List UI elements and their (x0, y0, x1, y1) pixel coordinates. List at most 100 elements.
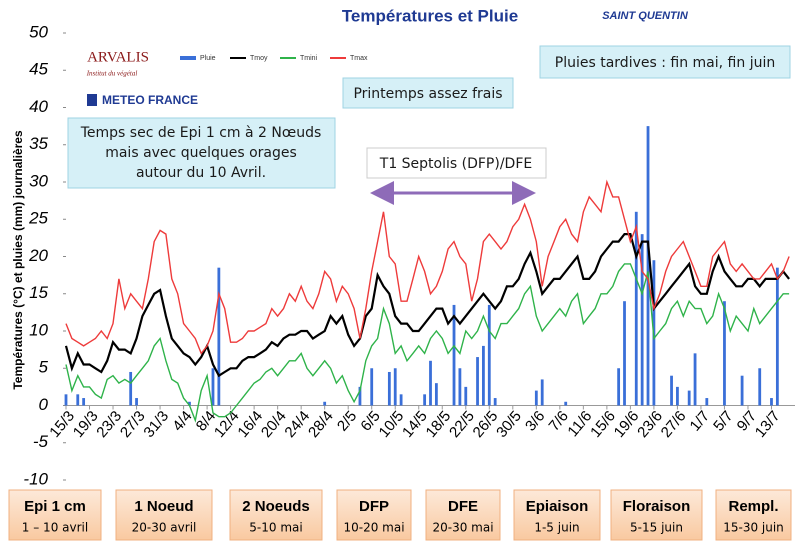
x-tick-label: 13/7 (752, 408, 784, 441)
bar (370, 368, 374, 406)
annotation: Printemps assez frais (353, 86, 502, 102)
stage-name: DFE (448, 498, 478, 515)
stage-box (513, 489, 601, 541)
x-tick-label: 3/6 (522, 408, 548, 435)
x-tick-label: 11/6 (564, 408, 595, 440)
stage-period: 20-30 avril (132, 521, 197, 535)
annotation: Temps sec de Epi 1 cm à 2 Nœuds (80, 125, 322, 141)
annotation-box (342, 77, 514, 109)
stage-period: 5-15 juin (630, 521, 683, 535)
x-tick-label: 31/3 (140, 408, 172, 441)
x-tick-label: 2/5 (334, 408, 360, 435)
bar (429, 360, 432, 406)
x-tick-label: 16/4 (234, 408, 266, 441)
y-tick-label: 45 (29, 60, 48, 79)
stage-name: DFP (359, 498, 389, 515)
bar (76, 394, 80, 406)
y-axis-title: Températures (°C) et pluies (mm) journal… (11, 130, 25, 390)
stage-name: Epi 1 cm (24, 498, 86, 515)
stage-name: 2 Noeuds (242, 498, 310, 515)
bar (464, 386, 468, 406)
stage-period: 20-30 mai (432, 521, 493, 535)
y-tick-label: 25 (28, 209, 48, 228)
bar (705, 398, 709, 406)
annotation: Pluies tardives : fin mai, fin juin (555, 55, 775, 71)
x-tick-label: 26/5 (470, 408, 502, 441)
y-tick-label: 30 (29, 171, 48, 190)
annotation: T1 Septolis (DFP)/DFE (379, 156, 532, 172)
stage-period: 1-5 juin (534, 521, 579, 535)
x-tick-label: 30/5 (493, 408, 525, 441)
line (64, 233, 790, 378)
y-tick-label: 0 (39, 395, 49, 414)
x-tick-label: 15/3 (46, 408, 78, 441)
x-tick-label: 19/3 (70, 408, 102, 441)
x-tick-label: 1/7 (687, 408, 713, 435)
bar (188, 401, 191, 406)
x-tick-label: 24/4 (281, 408, 313, 441)
stage-period: 10-20 mai (343, 521, 404, 535)
bar (323, 401, 327, 406)
bar (670, 375, 673, 406)
x-tick-label: 15/6 (587, 408, 619, 441)
stage-name: Rempl. (728, 498, 778, 515)
bar (693, 353, 697, 406)
x-tick-label: 18/5 (423, 408, 455, 441)
bar (487, 304, 491, 406)
y-tick-label: 50 (29, 22, 48, 41)
x-tick-label: 23/3 (93, 408, 125, 441)
stage-name: Floraison (623, 498, 691, 515)
y-tick-label: 5 (39, 358, 49, 377)
bar (458, 368, 462, 406)
stage-box (115, 489, 213, 541)
line (65, 179, 790, 355)
y-tick-label: 40 (29, 97, 48, 116)
bar (393, 368, 397, 406)
stage-box (425, 489, 501, 541)
legend-label: Pluie (200, 55, 216, 62)
bar (64, 394, 68, 406)
y-tick-label: 15 (29, 283, 48, 302)
bar (540, 379, 544, 406)
bar (640, 234, 644, 406)
y-tick-label: 20 (28, 246, 48, 265)
annotation: mais avec quelques orages (105, 145, 297, 161)
x-tick-label: 23/6 (634, 408, 666, 441)
bar (399, 394, 403, 406)
bar (387, 371, 391, 406)
bar (423, 394, 427, 406)
bar (534, 390, 538, 406)
bar (476, 357, 479, 406)
bar (623, 301, 626, 406)
line (65, 263, 790, 423)
bar (775, 267, 779, 406)
annotation-box (67, 117, 336, 189)
chart-subtitle: SAINT QUENTIN (602, 10, 689, 22)
bar (493, 398, 497, 406)
stage-period: 1 – 10 avril (22, 521, 88, 535)
bar (217, 267, 221, 406)
bar (646, 126, 650, 406)
bar (434, 383, 438, 406)
annotation-box (366, 147, 547, 179)
annotation: autour du 10 Avril. (136, 165, 266, 181)
x-tick-label: 19/6 (611, 408, 643, 441)
legend-label: Tmax (350, 55, 368, 62)
bar (617, 368, 621, 406)
x-tick-label: 14/5 (399, 408, 431, 441)
stage-period: 15-30 juin (723, 521, 784, 535)
bar (740, 375, 744, 406)
bar (129, 371, 133, 406)
y-tick-label: -10 (23, 469, 48, 488)
bar (723, 301, 726, 406)
bar (770, 398, 773, 406)
x-tick-label: 12/4 (211, 408, 243, 441)
legend-label: Tmini (300, 55, 318, 62)
x-tick-label: 10/5 (376, 408, 408, 441)
logo-text: ARVALIS (87, 49, 149, 65)
bar (211, 368, 215, 406)
stage-box (610, 489, 703, 541)
stage-box (8, 489, 102, 541)
legend-label: Tmoy (250, 55, 268, 62)
